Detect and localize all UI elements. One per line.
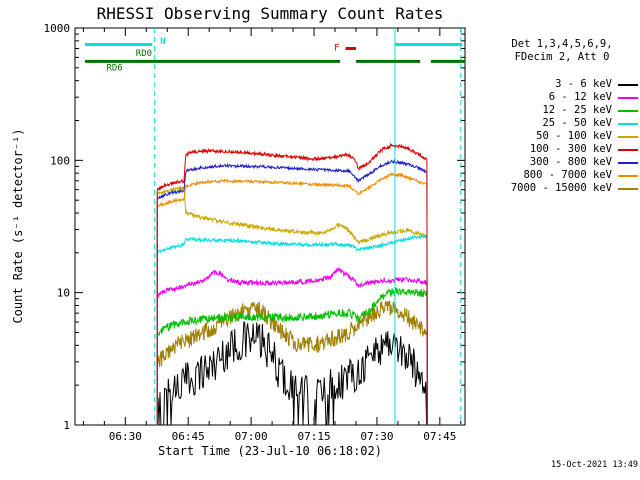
axes: 06:30 06:45 07:00 07:15 07:30 07:45 1 10 100 1000 — [44, 22, 466, 443]
x-tick-label: 07:00 — [235, 430, 268, 443]
legend-entry: 50 - 100 keV — [486, 130, 638, 143]
legend-entry: 800 - 7000 keV — [486, 169, 638, 182]
plot-frame — [74, 27, 466, 426]
legend-entry-label: 50 - 100 keV — [536, 130, 612, 142]
y-tick-label: 100 — [50, 154, 70, 167]
series-12-25keV — [156, 287, 428, 426]
creation-timestamp: 15-Oct-2021 13:49 — [551, 460, 638, 470]
series-3-6keV — [156, 321, 428, 426]
legend-entry-label: 12 - 25 keV — [542, 104, 612, 116]
event-label-RD0: RD0 — [136, 49, 152, 59]
legend: Det 1,3,4,5,6,9, FDecim 2, Att 0 3 - 6 k… — [486, 38, 638, 195]
legend-entry-label: 100 - 300 keV — [529, 143, 612, 155]
legend-entry-swatch — [618, 161, 638, 164]
legend-entry-swatch — [618, 135, 638, 138]
x-tick-label: 06:30 — [109, 430, 142, 443]
legend-entry: 12 - 25 keV — [486, 104, 638, 117]
series-25-50keV — [156, 233, 428, 426]
legend-entry-label: 25 - 50 keV — [542, 117, 612, 129]
x-tick-label: 07:15 — [297, 430, 330, 443]
event-label-RD6: RD6 — [106, 63, 122, 73]
legend-entry-label: 3 - 6 keV — [555, 78, 612, 90]
event-label-F: F — [334, 43, 339, 53]
event-markers: N RD0 RD6 F — [85, 28, 465, 425]
legend-entry: 100 - 300 keV — [486, 143, 638, 156]
legend-entry: 7000 - 15000 keV — [486, 182, 638, 195]
legend-entry-label: 300 - 800 keV — [529, 156, 612, 168]
chart-title: RHESSI Observing Summary Count Rates — [96, 4, 444, 23]
x-tick-label: 07:30 — [360, 430, 393, 443]
x-tick-label: 07:45 — [423, 430, 456, 443]
series-800-7000keV — [156, 171, 428, 426]
series-group — [156, 142, 428, 426]
y-tick-label: 1 — [63, 419, 70, 432]
legend-entry-swatch — [618, 96, 638, 99]
legend-entry-swatch — [618, 187, 638, 190]
legend-entry-swatch — [618, 122, 638, 125]
legend-entry-label: 800 - 7000 keV — [523, 169, 612, 181]
legend-entries: 3 - 6 keV 6 - 12 keV 12 - 25 keV 25 - 50 ke… — [486, 78, 638, 195]
legend-entry: 300 - 800 keV — [486, 156, 638, 169]
series-7000-15000keV — [156, 300, 428, 426]
legend-entry-swatch — [618, 83, 638, 86]
y-tick-label: 1000 — [44, 22, 71, 35]
x-tick-label: 06:45 — [172, 430, 205, 443]
legend-decim-attenuator: FDecim 2, Att 0 — [514, 51, 610, 63]
legend-entry-swatch — [618, 109, 638, 112]
event-label-N: N — [160, 37, 165, 47]
series-50-100keV — [156, 184, 428, 426]
series-100-300keV — [156, 142, 428, 426]
legend-entry-label: 6 - 12 keV — [548, 91, 612, 103]
series-300-800keV — [156, 158, 428, 426]
legend-detector-list: Det 1,3,4,5,6,9, — [511, 38, 613, 50]
legend-entry: 3 - 6 keV — [486, 78, 638, 91]
y-tick-label: 10 — [57, 287, 70, 300]
series-6-12keV — [156, 267, 428, 426]
legend-entry-swatch — [618, 148, 638, 151]
legend-entry: 6 - 12 keV — [486, 91, 638, 104]
legend-entry-swatch — [618, 174, 638, 177]
x-axis-label: Start Time (23-Jul-10 06:18:02) — [158, 444, 382, 458]
legend-entry-label: 7000 - 15000 keV — [510, 182, 612, 194]
legend-entry: 25 - 50 keV — [486, 117, 638, 130]
